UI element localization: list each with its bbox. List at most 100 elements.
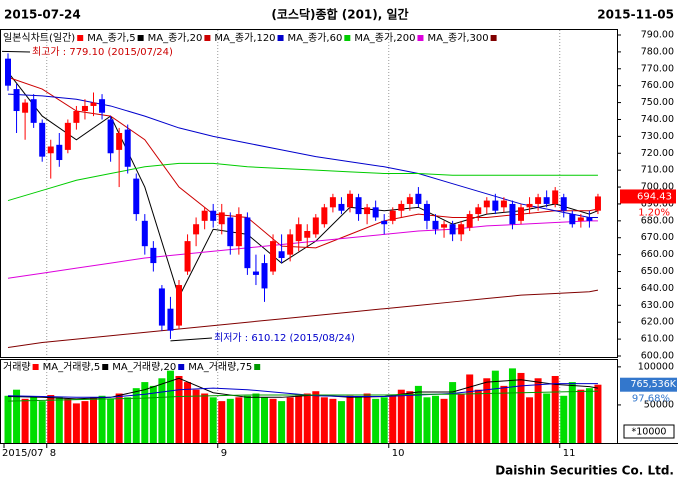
volume-bar [201,393,209,443]
candle-body [252,271,259,275]
volume-bar [166,370,174,443]
legend-label: MA_종가,120 [214,32,275,44]
annotation-arrow [1,50,31,53]
volume-bar [526,397,534,443]
last-price-label: 694.43 [637,191,672,202]
y-tick-label: 690.00 [641,198,674,209]
candle-body [124,129,131,167]
volume-bar [4,395,12,443]
unit-box [623,424,675,439]
candle-body [141,220,148,247]
candle-body [158,288,165,326]
volume-bar [90,397,97,443]
candle-body [22,102,29,113]
y-tick-label: 670.00 [641,232,674,243]
legend-label: 일본식차트(일간) [3,32,75,44]
candle-body [372,207,379,218]
volume-bar [132,388,140,443]
volume-bar [432,395,439,443]
candle-body [415,193,422,204]
volume-bar [226,398,234,443]
legend-swatch [344,35,351,41]
volume-bar [372,398,380,443]
x-tick-label: 11 [563,448,576,459]
volume-bar [457,393,465,443]
candle-body [13,89,20,112]
volume-bar [320,397,328,443]
volume-bar [81,401,89,443]
legend-swatch [32,364,39,370]
candle-body [458,224,465,235]
current-volume-box [620,377,677,392]
volume-ratio-label: 97.68% [632,394,670,405]
volume-bar [474,389,482,443]
volume-bar [64,398,72,443]
volume-y-tick-label: 50000 [644,399,674,410]
y-tick-label: 660.00 [641,249,674,260]
candle-body [295,224,302,242]
volume-bar [568,382,576,443]
legend-swatch [178,364,185,370]
current-volume-label: 765,536K [630,379,676,390]
volume-bar [295,395,303,443]
candle-body [406,197,413,204]
candle-body [594,196,601,211]
legend-label: MA_종가,200 [354,32,415,44]
candle-body [312,217,319,235]
volume-ma-line [7,390,598,402]
volume-bar [517,372,525,443]
candle-body [39,122,46,157]
candle-body [526,203,533,208]
volume-bar [449,382,457,443]
candle-body [270,241,277,272]
volume-bar [363,393,371,443]
legend-label: 거래량 [3,361,31,373]
volume-bar [389,395,397,443]
legend-swatch [204,35,211,41]
candle-body [577,217,584,221]
volume-bar [218,401,226,443]
candle-body [492,200,499,211]
candle-body [569,214,576,225]
candle-body [73,111,80,123]
candle-body [518,207,524,221]
y-tick-label: 700.00 [641,182,674,193]
y-tick-label: 730.00 [641,131,674,142]
candle-body [107,119,114,154]
candle-body [287,234,294,255]
y-tick-label: 760.00 [641,80,674,91]
legend-label: MA_거래량,20 [112,361,176,373]
candle-body [278,251,285,259]
volume-bar [543,393,551,443]
candle-body [423,203,430,221]
candle-body [184,241,191,272]
candle-body [483,200,490,208]
volume-bar [278,401,286,443]
volume-bar [380,397,388,443]
volume-bar [55,397,63,443]
volume-bar [243,395,251,443]
candle-body [5,58,11,86]
candle-body [321,207,328,225]
candle-body [90,102,97,106]
y-tick-label: 640.00 [641,283,674,294]
candle-body [64,122,71,150]
change-label: 1.20% [638,207,670,218]
volume-bar [423,397,431,443]
candle-body [535,197,542,204]
candle-body [56,144,63,161]
volume-bar [209,397,217,443]
y-tick-label: 720.00 [641,148,674,159]
candle-body [552,190,559,204]
annotation-arrow [170,337,213,342]
y-tick-label: 600.00 [641,351,674,362]
volume-bar [551,375,559,443]
volume-bar [141,382,149,443]
candle-body [466,214,473,228]
candle-body [398,203,405,211]
volume-bar [508,368,516,443]
volume-bar [500,385,508,443]
moving-average-line [7,162,598,202]
volume-bar [560,395,568,443]
